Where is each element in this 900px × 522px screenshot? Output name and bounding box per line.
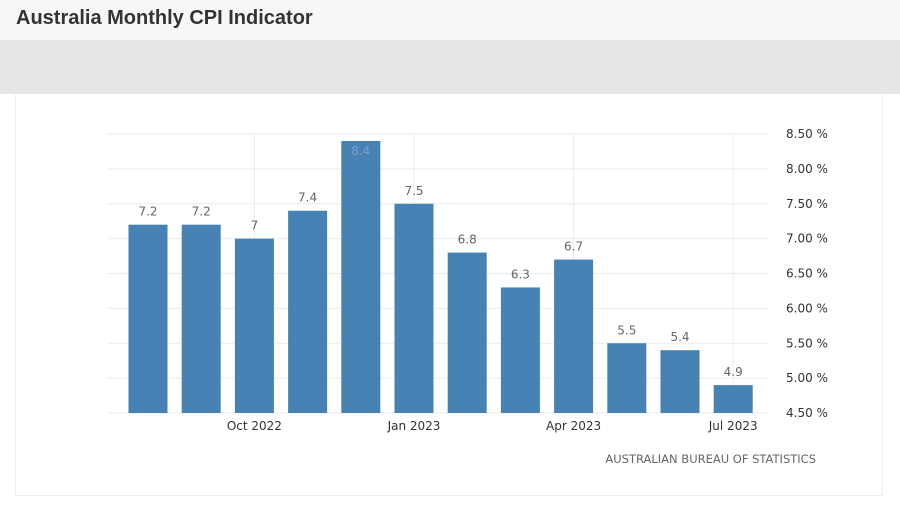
y-tick-label: 7.50 % (786, 197, 828, 211)
y-tick-label: 7.00 % (786, 232, 828, 246)
bar-value-label: 7.2 (192, 205, 211, 219)
y-tick-label: 6.00 % (786, 301, 828, 315)
bar-value-label: 7.5 (404, 184, 423, 198)
bar (713, 385, 753, 413)
header-bar: Australia Monthly CPI Indicator (0, 0, 900, 41)
bar (554, 259, 594, 413)
x-tick-label: Jan 2023 (387, 419, 441, 433)
page-title: Australia Monthly CPI Indicator (16, 7, 313, 29)
bar (234, 238, 274, 413)
y-tick-label: 5.50 % (786, 336, 828, 350)
bar-value-label: 7.2 (138, 205, 157, 219)
bar-value-label: 8.4 (351, 144, 370, 158)
bar (181, 224, 221, 413)
x-tick-label: Apr 2023 (546, 419, 601, 433)
bar (394, 203, 434, 413)
bar (288, 210, 328, 413)
bar-value-label: 6.7 (564, 240, 583, 254)
y-tick-label: 8.50 % (786, 127, 828, 141)
toolbar-band (0, 41, 900, 94)
y-tick-label: 5.00 % (786, 371, 828, 385)
bar-value-label: 5.4 (670, 330, 689, 344)
bar (128, 224, 168, 413)
bar-value-label: 7 (251, 219, 259, 233)
bar-value-label: 7.4 (298, 191, 317, 205)
y-tick-label: 8.00 % (786, 162, 828, 176)
bar (447, 252, 487, 413)
y-tick-label: 6.50 % (786, 267, 828, 281)
bar-value-label: 5.5 (617, 323, 636, 337)
bar-value-label: 4.9 (724, 365, 743, 379)
y-tick-label: 4.50 % (786, 406, 828, 420)
x-tick-label: Oct 2022 (227, 419, 282, 433)
bar (500, 287, 540, 413)
bar (607, 343, 647, 413)
bar-value-label: 6.3 (511, 267, 530, 281)
x-tick-label: Jul 2023 (708, 419, 758, 433)
source-label: AUSTRALIAN BUREAU OF STATISTICS (605, 452, 816, 466)
bar-value-label: 6.8 (458, 233, 477, 247)
bar (660, 350, 700, 413)
bar (341, 140, 381, 413)
